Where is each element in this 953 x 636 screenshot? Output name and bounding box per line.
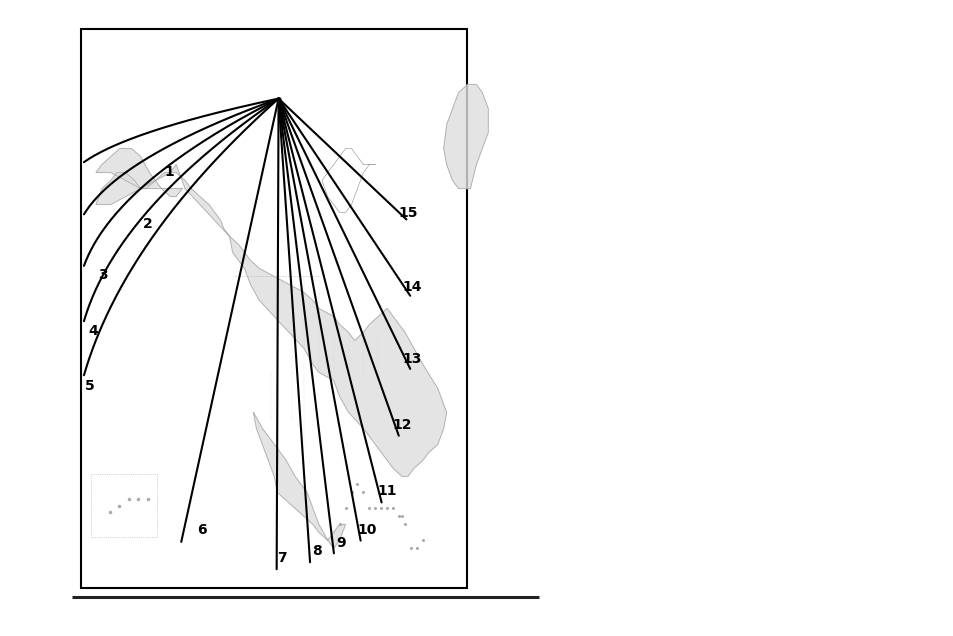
Bar: [81, 29, 467, 588]
Text: 6: 6: [197, 523, 207, 537]
Text: 11: 11: [377, 484, 396, 498]
Polygon shape: [96, 165, 446, 476]
Text: 1: 1: [165, 165, 174, 179]
Text: 4: 4: [89, 324, 98, 338]
Text: 14: 14: [402, 280, 421, 294]
Text: 12: 12: [393, 418, 412, 432]
Text: 9: 9: [336, 536, 346, 550]
Text: 15: 15: [398, 206, 417, 220]
Polygon shape: [443, 85, 488, 188]
Polygon shape: [321, 149, 375, 212]
Polygon shape: [96, 149, 182, 197]
Text: 3: 3: [98, 268, 108, 282]
Text: 8: 8: [312, 544, 321, 558]
Text: 10: 10: [357, 523, 376, 537]
Text: 7: 7: [277, 551, 287, 565]
Text: 5: 5: [85, 379, 94, 393]
Text: 13: 13: [402, 352, 421, 366]
Text: 2: 2: [143, 217, 152, 231]
Polygon shape: [253, 412, 345, 548]
